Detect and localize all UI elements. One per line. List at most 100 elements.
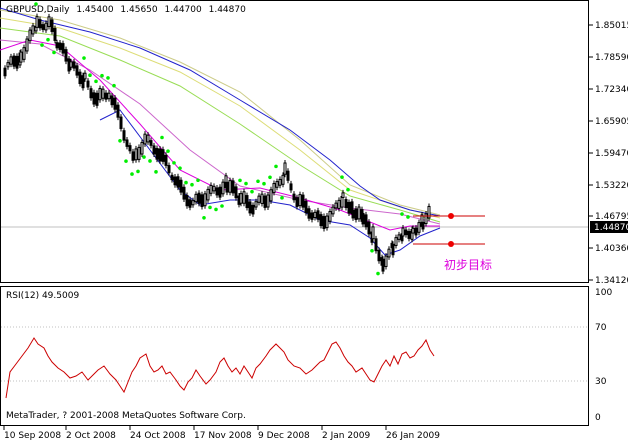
- ma-khaki-line: [0, 9, 441, 216]
- candle-body-up: [394, 237, 398, 246]
- current-price-box: [590, 221, 628, 233]
- candle-body-down: [64, 49, 68, 62]
- candle-body-down: [95, 92, 99, 106]
- price-tick-label: 1.59470: [595, 149, 628, 159]
- candle-body-down: [391, 243, 395, 256]
- candle-body-down: [113, 97, 117, 110]
- time-tick-label: 24 Oct 2008: [130, 431, 186, 441]
- candle-body-down: [53, 27, 57, 41]
- candle-body-down: [381, 258, 385, 272]
- candle-body-down: [158, 148, 162, 162]
- candle-body-up: [242, 191, 246, 204]
- candle-body-down: [301, 194, 305, 208]
- candle-body-up: [228, 180, 232, 193]
- candle-body-down: [125, 139, 129, 147]
- footer-copyright: MetaTrader, ? 2001-2008 MetaQuotes Softw…: [6, 411, 246, 421]
- candle-body-up: [257, 195, 261, 203]
- candle-body-down: [421, 221, 425, 230]
- candle-body-down: [377, 249, 381, 262]
- sar-dot: [136, 169, 140, 174]
- price-tick-label: 1.72340: [595, 85, 628, 95]
- candle-body-up: [411, 227, 415, 234]
- candle-body-up: [31, 25, 35, 35]
- candle-body-down: [50, 19, 54, 32]
- candle-body-down: [407, 231, 411, 239]
- candle-body-down: [119, 116, 123, 130]
- sar-dot: [370, 248, 374, 253]
- candle-body-up: [98, 87, 102, 101]
- candle-body-up: [146, 134, 150, 143]
- price-axis: 1.85015 1.78590 1.72340 1.65905 1.59470 …: [589, 21, 628, 286]
- candle-body-down: [131, 151, 135, 161]
- candle-body-up: [384, 255, 388, 267]
- candle-body-down: [128, 145, 132, 152]
- price-tick-label: 1.53220: [595, 181, 628, 191]
- price-tick-label: 1.40360: [595, 244, 628, 254]
- sar-dot: [34, 2, 38, 6]
- candle-body-up: [266, 194, 270, 208]
- candle-body-up: [328, 211, 332, 222]
- candle-body-down: [286, 170, 290, 181]
- time-tick-label: 9 Dec 2008: [258, 431, 310, 441]
- candle-body-up: [101, 88, 105, 99]
- sar-dot: [94, 79, 98, 84]
- candle-body-down: [310, 212, 314, 220]
- sar-dot: [154, 170, 158, 174]
- target-dot-lower: [448, 241, 454, 247]
- candle-body-down: [12, 55, 16, 67]
- candle-body-up: [397, 234, 401, 240]
- sar-dot: [190, 182, 194, 187]
- candle-body-down: [61, 43, 65, 54]
- candle-body-down: [170, 174, 174, 181]
- rsi-label: RSI(12) 49.5009: [6, 291, 79, 301]
- time-tick-label: 26 Jan 2009: [386, 431, 440, 441]
- candle-body-down: [200, 194, 204, 208]
- candle-body-down: [295, 197, 299, 207]
- candle-body-down: [361, 212, 365, 225]
- sar-dot: [256, 179, 260, 184]
- sar-dot: [346, 187, 350, 192]
- sar-dot: [172, 161, 176, 165]
- ma-green-line: [0, 27, 441, 223]
- sar-dot: [52, 50, 56, 55]
- candle-body-down: [197, 192, 201, 204]
- candle-body-up: [47, 16, 51, 27]
- parabolic-sar-dots: [34, 2, 410, 276]
- candle-body-up: [427, 205, 431, 219]
- candle-body-down: [78, 71, 82, 84]
- candle-body-down: [251, 204, 255, 215]
- candle-body-down: [58, 42, 62, 50]
- sar-dot: [406, 215, 410, 219]
- sar-dot: [130, 172, 134, 176]
- candle-body-down: [344, 199, 348, 208]
- candle-body-up: [417, 222, 421, 233]
- candle-body-up: [134, 148, 138, 161]
- candle-body-down: [167, 165, 171, 174]
- candle-body-up: [69, 61, 73, 68]
- candle-body-down: [179, 179, 183, 193]
- candle-body-up: [325, 215, 329, 229]
- sar-dot: [376, 271, 380, 276]
- sar-dot: [268, 175, 272, 180]
- candle-body-up: [254, 201, 258, 208]
- candle-body-up: [331, 206, 335, 215]
- ma-blue-line: [0, 7, 441, 217]
- candle-body-down: [304, 200, 308, 214]
- candle-body-up: [35, 16, 39, 28]
- time-tick-label: 2 Jan 2009: [322, 431, 370, 441]
- sar-dot: [46, 37, 50, 42]
- rsi-level-label: 30: [595, 377, 607, 387]
- sar-dot: [220, 204, 224, 208]
- candle-body-down: [188, 199, 192, 208]
- sar-dot: [214, 207, 218, 212]
- candle-body-up: [239, 193, 243, 204]
- price-candles: [3, 13, 431, 275]
- symbol-label: GBPUSD,Daily 1.45400 1.45650 1.44700 1.4…: [6, 5, 246, 15]
- candle-body-up: [22, 47, 26, 60]
- candle-body-up: [313, 211, 317, 219]
- time-tick-label: 2 Oct 2008: [66, 431, 116, 441]
- moving-averages: [0, 7, 441, 256]
- candle-body-up: [221, 181, 225, 195]
